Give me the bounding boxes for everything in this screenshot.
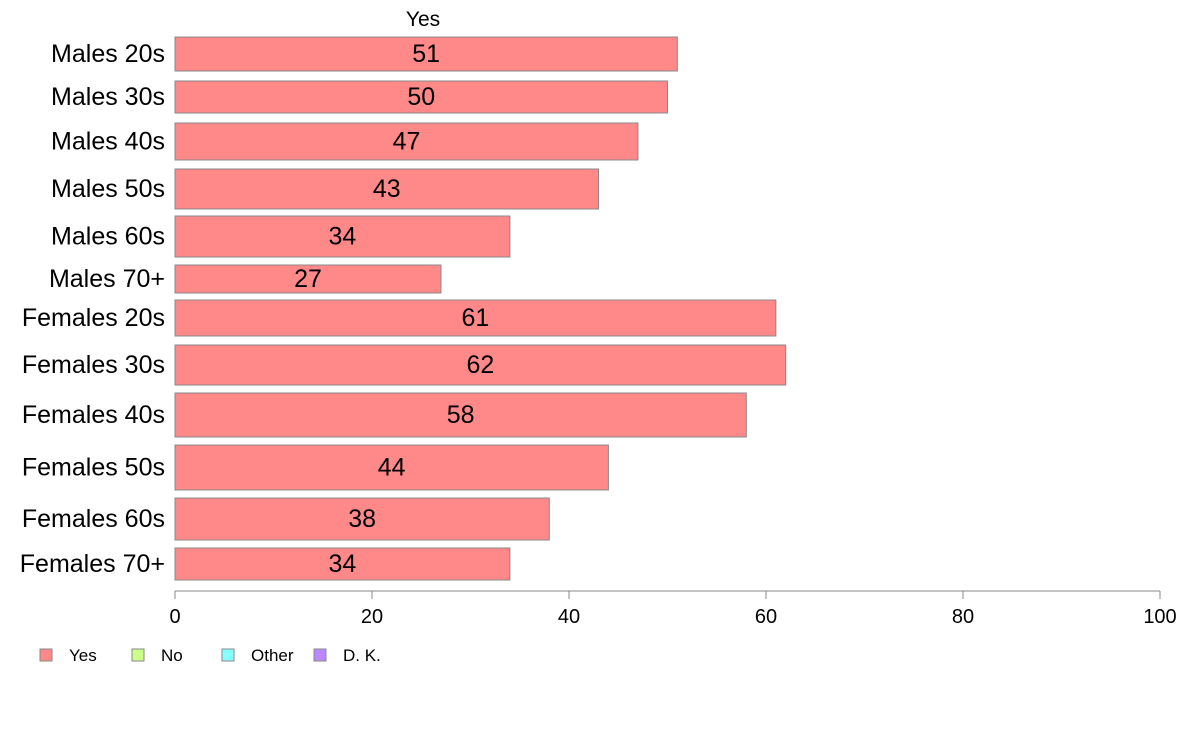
x-tick-label: 0 bbox=[169, 606, 180, 628]
legend-label: Other bbox=[251, 646, 294, 665]
bar-males-50s bbox=[174, 168, 600, 210]
category-label: Males 60s bbox=[51, 223, 165, 251]
bars-group: Males 20s 51 Males 30s 50 Males 40s 47 Males 5… bbox=[20, 36, 787, 581]
bar-males-60s bbox=[174, 215, 511, 258]
category-label: Females 30s bbox=[22, 351, 165, 379]
bar-males-20s bbox=[174, 36, 678, 72]
legend-label: Yes bbox=[69, 646, 97, 665]
legend-swatch-d-k bbox=[313, 648, 327, 662]
category-label: Females 50s bbox=[22, 454, 165, 482]
value-label: 51 bbox=[412, 40, 440, 68]
value-label: 58 bbox=[447, 401, 475, 429]
bar-females-50s bbox=[174, 444, 609, 491]
value-label: 44 bbox=[378, 454, 406, 482]
bar-females-30s bbox=[174, 344, 787, 386]
legend-swatch-other bbox=[221, 648, 235, 662]
value-label: 34 bbox=[329, 550, 357, 578]
value-label: 38 bbox=[348, 505, 376, 533]
x-tick-label: 100 bbox=[1143, 606, 1176, 628]
category-label: Females 60s bbox=[22, 505, 165, 533]
legend-swatch-yes bbox=[39, 648, 53, 662]
bar-females-70- bbox=[174, 547, 511, 581]
value-label: 61 bbox=[462, 304, 490, 332]
x-tick-label: 60 bbox=[755, 606, 777, 628]
value-label: 50 bbox=[407, 83, 435, 111]
bar-females-60s bbox=[174, 497, 550, 541]
category-label: Females 70+ bbox=[20, 550, 165, 578]
legend-swatch-no bbox=[131, 648, 145, 662]
legend-label: D. K. bbox=[343, 646, 381, 665]
value-label: 27 bbox=[294, 265, 322, 293]
category-label: Males 20s bbox=[51, 40, 165, 68]
bar-females-20s bbox=[174, 299, 777, 337]
bar-females-40s bbox=[174, 392, 747, 438]
value-label: 43 bbox=[373, 175, 401, 203]
x-axis: 0 20 40 60 80 100 bbox=[169, 590, 1177, 628]
category-label: Males 50s bbox=[51, 175, 165, 203]
legend: Yes No Other D. K. bbox=[39, 646, 381, 665]
category-label: Females 40s bbox=[22, 401, 165, 429]
x-tick-label: 20 bbox=[361, 606, 383, 628]
legend-label: No bbox=[161, 646, 183, 665]
bar-males-40s bbox=[174, 122, 639, 161]
value-label: 62 bbox=[466, 351, 494, 379]
category-label: Females 20s bbox=[22, 304, 165, 332]
category-label: Males 40s bbox=[51, 128, 165, 156]
value-label: 47 bbox=[393, 128, 421, 156]
x-tick-label: 80 bbox=[952, 606, 974, 628]
category-label: Males 70+ bbox=[49, 265, 165, 293]
category-label: Males 30s bbox=[51, 83, 165, 111]
x-tick-label: 40 bbox=[558, 606, 580, 628]
panel-title: Yes bbox=[406, 8, 440, 31]
bar-males-70- bbox=[174, 264, 442, 294]
value-label: 34 bbox=[329, 223, 357, 251]
bar-males-30s bbox=[174, 80, 668, 114]
